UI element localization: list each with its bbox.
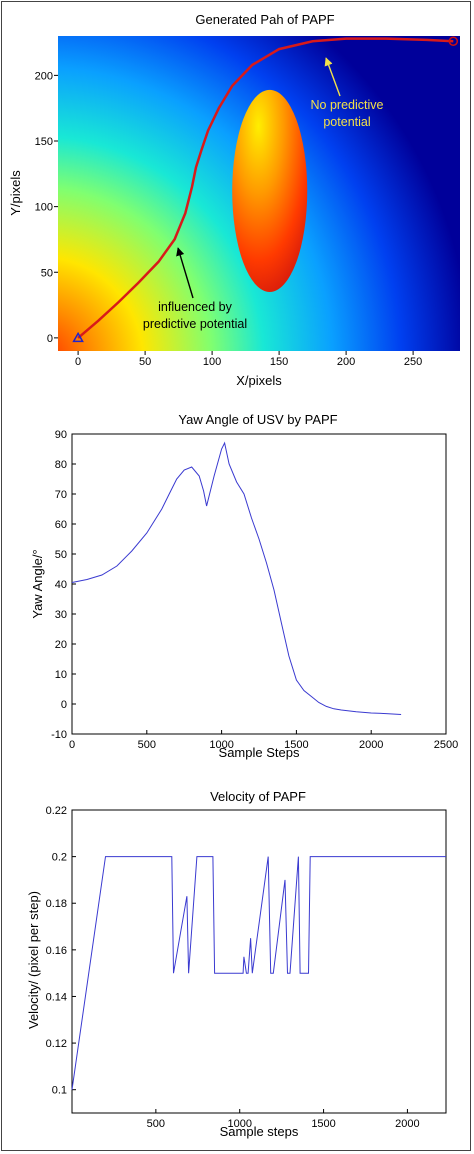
chart1-title: Generated Pah of PAPF [195, 12, 334, 27]
chart2-plot-area [71, 433, 447, 735]
chart2-xtick-label: 500 [138, 739, 156, 751]
chart2-ytick-label: 70 [55, 489, 67, 501]
chart2-ytick-label: 20 [55, 639, 67, 651]
annotation-influenced-line2: predictive potential [143, 317, 247, 331]
goal-marker-circle [448, 36, 459, 46]
chart1-ytick-label: 200 [35, 70, 53, 82]
velocity-line [71, 856, 446, 1090]
chart1-xtick-label: 200 [337, 356, 355, 368]
chart1-xtick-label: 100 [203, 356, 221, 368]
chart1-xtick-label: 50 [139, 356, 151, 368]
chart3-title: Velocity of PAPF [210, 789, 306, 804]
chart-yaw: Yaw Angle of USV by PAPF 0 500 1000 1500 200… [30, 412, 458, 760]
chart1-ytick-label: 0 [47, 333, 53, 345]
chart1-xlabel: X/pixels [236, 373, 282, 388]
chart2-title: Yaw Angle of USV by PAPF [178, 412, 337, 427]
chart2-ylabel: Yaw Angle/° [30, 549, 45, 618]
chart1-ytick-label: 100 [35, 202, 53, 214]
chart3-xtick-label: 2000 [395, 1118, 419, 1130]
chart1-ytick-label: 50 [41, 267, 53, 279]
chart2-ytick-label: 80 [55, 459, 67, 471]
no-predictive-arrow [324, 57, 341, 97]
start-marker-triangle [72, 331, 84, 343]
chart3-ytick-label: 0.16 [46, 945, 67, 957]
chart2-xtick-label: 0 [69, 739, 75, 751]
chart3-ytick-label: 0.18 [46, 898, 67, 910]
annotation-influenced-line1: influenced by [158, 300, 232, 314]
chart2-ytick-label: 10 [55, 669, 67, 681]
chart3-xtick-label: 500 [147, 1118, 165, 1130]
yaw-angle-line [71, 441, 402, 715]
chart2-ytick-label: 40 [55, 579, 67, 591]
chart3-plot-area [71, 809, 447, 1114]
chart3-xtick-label: 1500 [311, 1118, 335, 1130]
chart1-xtick-label: 250 [404, 356, 422, 368]
chart2-ytick-label: 90 [55, 429, 67, 441]
generated-path-line [77, 37, 454, 339]
chart2-ytick-label: 60 [55, 519, 67, 531]
chart2-ytick-label: 0 [61, 699, 67, 711]
chart2-xlabel: Sample Steps [219, 745, 300, 760]
chart3-ytick-label: 0.12 [46, 1038, 67, 1050]
chart2-xtick-label: 1000 [209, 739, 233, 751]
chart3-xtick-label: 1000 [227, 1118, 251, 1130]
chart3-ytick-label: 0.14 [46, 991, 67, 1003]
obstacle-ellipse [232, 89, 308, 292]
chart2-xtick-label: 1500 [284, 739, 308, 751]
chart2-ytick-label: 50 [55, 549, 67, 561]
chart3-ytick-label: 0.22 [46, 805, 67, 817]
annotation-no-predictive-line2: potential [323, 115, 370, 129]
chart-velocity: Velocity of PAPF 500 1000 1500 2000 0.1 0.12 0… [26, 789, 447, 1139]
chart1-ytick-label: 150 [35, 136, 53, 148]
chart2-ytick-label: -10 [51, 729, 67, 741]
annotation-no-predictive-line1: No predictive [311, 98, 384, 112]
chart2-ytick-label: 30 [55, 609, 67, 621]
chart1-ylabel: Y/pixels [8, 170, 23, 216]
chart3-ytick-label: 0.2 [52, 852, 67, 864]
chart3-xlabel: Sample steps [220, 1124, 299, 1139]
chart-path: Generated Pah of PAPF 0 50 100 150 200 250 0 50… [8, 12, 460, 388]
chart1-xtick-label: 0 [75, 356, 81, 368]
chart2-xtick-label: 2000 [359, 739, 383, 751]
chart3-ylabel: Velocity/ (pixel per step) [26, 891, 41, 1029]
influenced-arrow [176, 247, 194, 299]
chart3-ytick-label: 0.1 [52, 1085, 67, 1097]
chart2-xtick-label: 2500 [434, 739, 458, 751]
chart1-xtick-label: 150 [270, 356, 288, 368]
